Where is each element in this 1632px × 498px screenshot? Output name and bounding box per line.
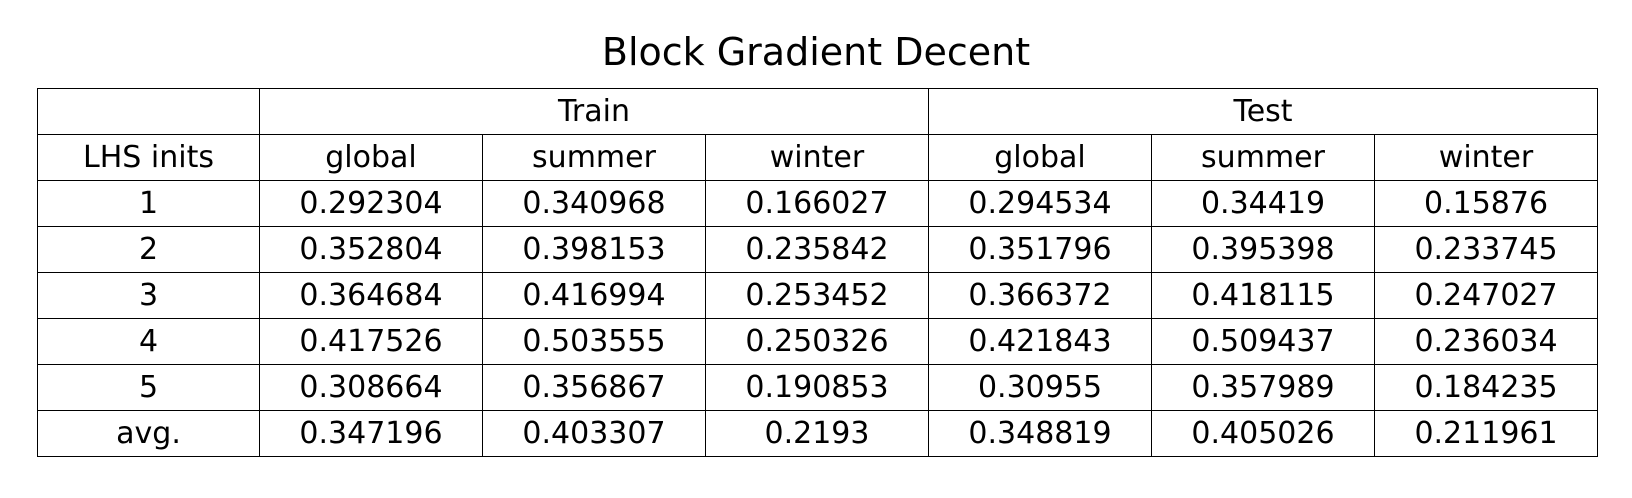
value-cell: 0.366372 bbox=[928, 272, 1152, 319]
table-title: Block Gradient Decent bbox=[601, 30, 1031, 74]
value-cell: 0.15876 bbox=[1373, 180, 1599, 227]
column-header: winter bbox=[1373, 134, 1599, 181]
row-label-cell: avg. bbox=[37, 410, 260, 457]
table-body: Train Test LHS inits global summer winte… bbox=[37, 88, 1599, 457]
value-cell: 0.233745 bbox=[1373, 226, 1599, 273]
value-cell: 0.509437 bbox=[1151, 318, 1375, 365]
table-row: 1 0.292304 0.340968 0.166027 0.294534 0.34419… bbox=[37, 180, 1599, 227]
row-label-cell: 4 bbox=[37, 318, 260, 365]
value-cell: 0.398153 bbox=[482, 226, 706, 273]
value-cell: 0.357989 bbox=[1151, 364, 1375, 411]
value-cell: 0.308664 bbox=[259, 364, 483, 411]
value-cell: 0.166027 bbox=[705, 180, 929, 227]
value-cell: 0.421843 bbox=[928, 318, 1152, 365]
group-header-row: Train Test bbox=[37, 88, 1599, 135]
column-header: global bbox=[259, 134, 483, 181]
value-cell: 0.395398 bbox=[1151, 226, 1375, 273]
value-cell: 0.356867 bbox=[482, 364, 706, 411]
value-cell: 0.292304 bbox=[259, 180, 483, 227]
value-cell: 0.352804 bbox=[259, 226, 483, 273]
value-cell: 0.250326 bbox=[705, 318, 929, 365]
value-cell: 0.364684 bbox=[259, 272, 483, 319]
value-cell: 0.403307 bbox=[482, 410, 706, 457]
value-cell: 0.184235 bbox=[1373, 364, 1599, 411]
value-cell: 0.351796 bbox=[928, 226, 1152, 273]
column-header: summer bbox=[1151, 134, 1375, 181]
value-cell: 0.417526 bbox=[259, 318, 483, 365]
value-cell: 0.348819 bbox=[928, 410, 1152, 457]
table-row: 3 0.364684 0.416994 0.253452 0.366372 0.41811… bbox=[37, 272, 1599, 319]
value-cell: 0.2193 bbox=[705, 410, 929, 457]
value-cell: 0.247027 bbox=[1373, 272, 1599, 319]
column-header: winter bbox=[705, 134, 929, 181]
column-header: summer bbox=[482, 134, 706, 181]
value-cell: 0.340968 bbox=[482, 180, 706, 227]
value-cell: 0.418115 bbox=[1151, 272, 1375, 319]
row-label-cell: 1 bbox=[37, 180, 260, 227]
value-cell: 0.405026 bbox=[1151, 410, 1375, 457]
value-cell: 0.416994 bbox=[482, 272, 706, 319]
table-row: 2 0.352804 0.398153 0.235842 0.351796 0.39539… bbox=[37, 226, 1599, 273]
results-table: Train Test LHS inits global summer winte… bbox=[37, 88, 1599, 457]
value-cell: 0.211961 bbox=[1373, 410, 1599, 457]
table-row: 5 0.308664 0.356867 0.190853 0.30955 0.357989… bbox=[37, 364, 1599, 411]
value-cell: 0.347196 bbox=[259, 410, 483, 457]
value-cell: 0.236034 bbox=[1373, 318, 1599, 365]
value-cell: 0.190853 bbox=[705, 364, 929, 411]
value-cell: 0.294534 bbox=[928, 180, 1152, 227]
value-cell: 0.253452 bbox=[705, 272, 929, 319]
group-header-train: Train bbox=[259, 88, 929, 135]
value-cell: 0.30955 bbox=[928, 364, 1152, 411]
table-row: avg. 0.347196 0.403307 0.2193 0.348819 0.4050… bbox=[37, 410, 1599, 457]
value-cell: 0.34419 bbox=[1151, 180, 1375, 227]
group-header-test: Test bbox=[927, 88, 1599, 135]
value-cell: 0.235842 bbox=[705, 226, 929, 273]
column-header-row: LHS inits global summer winter global su… bbox=[37, 134, 1599, 181]
row-label-cell: 2 bbox=[37, 226, 260, 273]
value-cell: 0.503555 bbox=[482, 318, 706, 365]
row-label-cell: 3 bbox=[37, 272, 260, 319]
column-header: LHS inits bbox=[37, 134, 260, 181]
column-header: global bbox=[928, 134, 1152, 181]
table-row: 4 0.417526 0.503555 0.250326 0.421843 0.50943… bbox=[37, 318, 1599, 365]
group-header-empty bbox=[37, 88, 260, 135]
row-label-cell: 5 bbox=[37, 364, 260, 411]
